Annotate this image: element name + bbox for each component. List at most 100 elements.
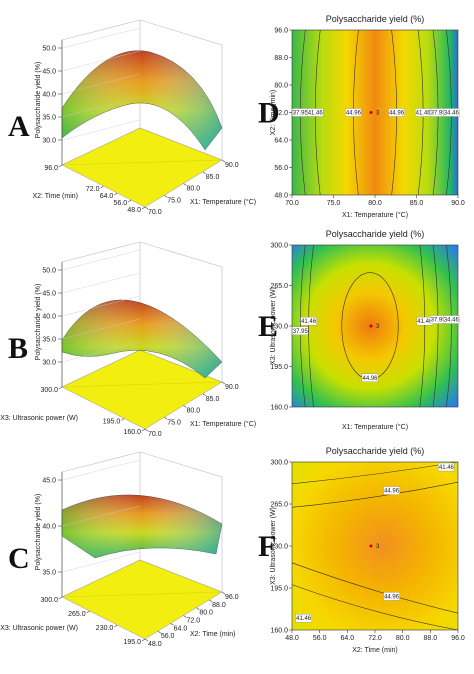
heatmap	[291, 461, 459, 631]
x-tick	[144, 428, 149, 432]
z-tick-label: 45.0	[42, 478, 56, 485]
contour-label-box	[383, 592, 400, 601]
contour-line	[419, 244, 426, 408]
y-tick-label: 265.0	[270, 502, 288, 509]
contour-label: 37.95	[293, 111, 309, 117]
z-tick-label: 35.0	[42, 115, 56, 122]
z-grid	[61, 27, 141, 49]
y-tick	[114, 624, 118, 628]
chart-title: Polysaccharide yield (%)	[326, 14, 425, 24]
y-tick-label: 48.0	[127, 207, 141, 214]
contour-label: 41.46	[439, 465, 455, 471]
contour-label: 41.46	[416, 111, 432, 117]
floor-diag	[61, 591, 223, 598]
x-tick-label: 64.0	[341, 635, 355, 642]
y-tick	[114, 192, 118, 196]
heatmap	[291, 244, 459, 408]
center-point	[369, 111, 373, 114]
z-grid	[61, 272, 141, 294]
x-axis-label: X2: Time (min)	[190, 631, 236, 638]
x-tick-label: 80.0	[368, 200, 382, 207]
contour-label-box	[438, 462, 455, 472]
x-tick	[202, 393, 206, 396]
x-tick	[221, 159, 226, 163]
y-tick-label: 230.0	[270, 324, 288, 331]
z-grid	[61, 96, 141, 118]
x-tick-label: 75.0	[167, 419, 181, 426]
x-tick-label: 70.0	[285, 200, 299, 207]
y-tick	[121, 418, 125, 421]
y-tick	[58, 164, 63, 168]
x-tick-label: 80.0	[396, 635, 410, 642]
x-tick-label: 48.0	[148, 641, 162, 648]
x-tick	[164, 417, 168, 420]
y-tick-label: 195.0	[103, 419, 121, 426]
z-tick-label: 40.0	[42, 314, 56, 321]
x-tick-label: 64.0	[174, 625, 188, 632]
contour-label: 44.96	[384, 594, 400, 600]
center-count: 3	[376, 111, 380, 117]
x-tick	[221, 381, 226, 385]
x-tick-label: 90.0	[225, 384, 239, 391]
contour-label: 41.46	[417, 319, 433, 325]
y-axis-label: X3: Ultrasonic power (W)	[270, 507, 277, 585]
y-tick-label: 160.0	[270, 405, 288, 412]
z-grid	[61, 318, 141, 340]
contour-label-box	[388, 108, 405, 117]
z-tick-label: 45.0	[42, 291, 56, 298]
surface-panel: C 35.0 40.0 45.0 Polysaccharide yield (%) 195…	[0, 451, 239, 648]
contour-line	[446, 244, 452, 408]
y-tick	[141, 428, 146, 432]
z-grid	[61, 249, 141, 271]
panel-letter: F	[258, 530, 276, 563]
contour-label: 34.46	[444, 111, 460, 117]
y-tick-label: 300.0	[270, 460, 288, 467]
contour-label: 44.96	[346, 111, 362, 117]
y-axis-label: X2: Time (min)	[32, 193, 78, 200]
x-tick-label: 88.0	[212, 602, 226, 609]
y-axis-label: X3: Ultrasonic power (W)	[0, 415, 78, 422]
surface-shade	[62, 50, 222, 151]
z-tick-label: 35.0	[42, 337, 56, 344]
x-tick-label: 85.0	[206, 174, 220, 181]
y-tick-label: 230.0	[96, 625, 114, 632]
contour-label: 37.95	[431, 318, 447, 324]
contour-label: 34.46	[444, 318, 460, 324]
contour-label: 44.96	[384, 489, 400, 495]
x-tick	[221, 591, 226, 595]
y-tick	[141, 638, 146, 642]
y-tick	[86, 610, 90, 614]
z-grid	[61, 295, 141, 317]
x-tick	[157, 630, 161, 634]
surface-panel: A 30.0 35.0 40.0 45.0 50.0 Polysaccharide yiel…	[8, 19, 256, 216]
y-tick	[128, 199, 132, 203]
x-tick	[144, 206, 149, 210]
contour-label-box	[345, 108, 362, 117]
surface-panel: B 30.0 35.0 40.0 45.0 50.0 Polysaccharide yiel…	[0, 241, 256, 438]
y-tick	[141, 206, 146, 210]
x-tick	[209, 599, 213, 603]
x-tick-label: 72.0	[368, 635, 382, 642]
z-grid	[61, 341, 141, 363]
x-tick-label: 72.0	[187, 618, 201, 625]
contour-label-box	[300, 316, 317, 326]
z-axis-label: Polysaccharide yield (%)	[35, 284, 42, 361]
x-tick-label: 48.0	[285, 635, 299, 642]
contour-label: 41.46	[296, 616, 312, 622]
contour-label: 41.46	[301, 319, 317, 325]
contour-label: 37.95	[431, 111, 447, 117]
y-tick-label: 56.0	[114, 200, 128, 207]
y-tick-label: 96.0	[274, 28, 288, 35]
x-tick-label: 70.0	[148, 209, 162, 216]
y-axis-label: X3: Ultrasonic power (W)	[270, 287, 277, 365]
contour-line	[308, 244, 314, 408]
contour-label-box	[307, 108, 324, 117]
contour-label-box	[443, 108, 460, 117]
z-grid	[61, 119, 141, 141]
center-point	[369, 324, 373, 328]
x-axis-label: X1: Temperature (°C)	[190, 198, 256, 206]
panel-letter: A	[8, 110, 30, 143]
floor	[61, 559, 223, 640]
x-tick-label: 75.0	[167, 197, 181, 204]
